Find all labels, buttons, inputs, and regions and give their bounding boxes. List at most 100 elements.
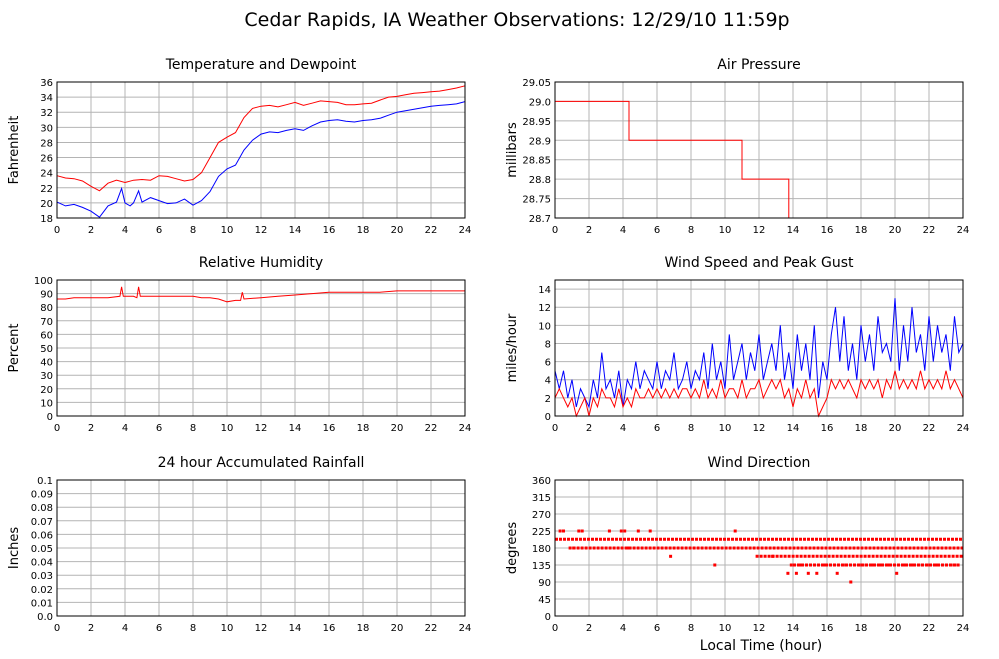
direction-point [794, 571, 798, 575]
pressure-x-tick-label: 14 [787, 225, 800, 236]
direction-y-tick-label: 180 [532, 544, 551, 555]
direction-point [895, 571, 899, 575]
pressure-x-tick-label: 18 [855, 225, 868, 236]
humidity-x-tick-label: 16 [323, 423, 336, 434]
direction-point [786, 571, 790, 575]
wind-x-tick-label: 20 [889, 423, 902, 434]
temp-x-tick-label: 20 [391, 225, 404, 236]
humidity-y-tick-label: 100 [34, 276, 53, 287]
pressure-x-tick-label: 24 [957, 225, 970, 236]
rain-x-tick-label: 8 [190, 623, 196, 634]
wind-x-tick-label: 16 [821, 423, 834, 434]
direction-x-tick-label: 0 [552, 623, 558, 634]
rain-x-tick-label: 18 [357, 623, 370, 634]
humidity-x-tick-label: 12 [255, 423, 268, 434]
direction-x-tick-label: 6 [654, 623, 660, 634]
rain-x-tick-label: 22 [425, 623, 438, 634]
direction-point [815, 571, 819, 575]
direction-point [558, 529, 562, 533]
temp-x-tick-label: 12 [255, 225, 268, 236]
rain-y-tick-label: 0.0 [37, 612, 53, 623]
temp-y-tick-label: 34 [40, 93, 53, 104]
temp-x-tick-label: 4 [122, 225, 128, 236]
pressure-x-tick-label: 6 [654, 225, 660, 236]
rain-x-tick-label: 2 [88, 623, 94, 634]
wind-x-tick-label: 18 [855, 423, 868, 434]
wind-y-tick-label: 14 [538, 285, 551, 296]
humidity-title: Relative Humidity [199, 255, 323, 271]
pressure-x-tick-label: 12 [753, 225, 766, 236]
direction-y-tick-label: 135 [532, 561, 551, 572]
pressure-y-axis-label: millibars [505, 122, 520, 178]
humidity-y-tick-label: 50 [40, 344, 53, 355]
pressure-plot-frame [554, 81, 964, 219]
humidity-x-tick-label: 6 [156, 423, 162, 434]
wind-y-tick-label: 4 [545, 376, 551, 387]
rain-y-tick-label: 0.07 [31, 517, 53, 528]
rain-y-tick-label: 0.05 [31, 544, 53, 555]
direction-point [580, 529, 584, 533]
direction-title: Wind Direction [708, 455, 811, 471]
humidity-x-tick-label: 18 [357, 423, 370, 434]
direction-y-tick-label: 360 [532, 476, 551, 487]
direction-x-tick-label: 12 [753, 623, 766, 634]
rain-y-tick-label: 0.01 [31, 598, 53, 609]
direction-point [871, 563, 875, 567]
wind-x-tick-label: 24 [957, 423, 970, 434]
direction-x-tick-label: 16 [821, 623, 834, 634]
direction-x-tick-label: 10 [719, 623, 732, 634]
wind-x-tick-label: 4 [620, 423, 626, 434]
temp-x-tick-label: 18 [357, 225, 370, 236]
pressure-y-tick-label: 29.05 [522, 78, 551, 89]
temp-y-tick-label: 28 [40, 138, 53, 149]
temp-y-tick-label: 22 [40, 184, 53, 195]
humidity-x-tick-label: 2 [88, 423, 94, 434]
pressure-y-tick-label: 28.85 [522, 156, 551, 167]
temp-series-line-1 [56, 101, 466, 218]
pressure-y-tick-label: 28.7 [529, 214, 551, 225]
rain-y-tick-label: 0.1 [37, 476, 53, 487]
direction-point [789, 563, 793, 567]
wind-y-tick-label: 10 [538, 321, 551, 332]
temp-series-line-0 [56, 85, 466, 192]
temp-y-tick-label: 26 [40, 154, 53, 165]
direction-point [577, 529, 581, 533]
rain-title: 24 hour Accumulated Rainfall [158, 455, 365, 471]
pressure-y-tick-label: 28.75 [522, 195, 551, 206]
direction-point [806, 571, 810, 575]
humidity-x-tick-label: 24 [459, 423, 472, 434]
humidity-x-tick-label: 14 [289, 423, 302, 434]
page-title: Cedar Rapids, IA Weather Observations: 1… [244, 9, 789, 31]
temp-x-tick-label: 14 [289, 225, 302, 236]
humidity-plot-frame [56, 279, 466, 417]
humidity-y-axis-label: Percent [7, 324, 22, 373]
temp-title: Temperature and Dewpoint [165, 57, 357, 73]
temp-x-tick-label: 6 [156, 225, 162, 236]
rain-x-tick-label: 16 [323, 623, 336, 634]
direction-y-tick-label: 90 [538, 578, 551, 589]
pressure-series-line-0 [555, 100, 790, 218]
direction-point [623, 529, 627, 533]
humidity-y-tick-label: 80 [40, 303, 53, 314]
direction-point [562, 529, 565, 533]
wind-y-tick-label: 0 [545, 412, 551, 423]
pressure-title: Air Pressure [717, 57, 800, 73]
x-axis-label: Local Time (hour) [700, 638, 822, 654]
temp-x-tick-label: 16 [323, 225, 336, 236]
humidity-series-line-0 [57, 286, 465, 303]
temp-x-tick-label: 8 [190, 225, 196, 236]
temp-x-tick-label: 22 [425, 225, 438, 236]
wind-title: Wind Speed and Peak Gust [665, 255, 854, 271]
direction-x-tick-label: 14 [787, 623, 800, 634]
rain-x-tick-label: 14 [289, 623, 302, 634]
temp-y-axis-label: Fahrenheit [7, 116, 22, 185]
rain-y-tick-label: 0.03 [31, 571, 53, 582]
pressure-y-tick-label: 29.0 [529, 97, 551, 108]
wind-y-tick-label: 6 [545, 358, 551, 369]
pressure-x-tick-label: 0 [552, 225, 558, 236]
pressure-y-tick-label: 28.8 [529, 175, 551, 186]
wind-x-tick-label: 2 [586, 423, 592, 434]
rain-x-tick-label: 6 [156, 623, 162, 634]
